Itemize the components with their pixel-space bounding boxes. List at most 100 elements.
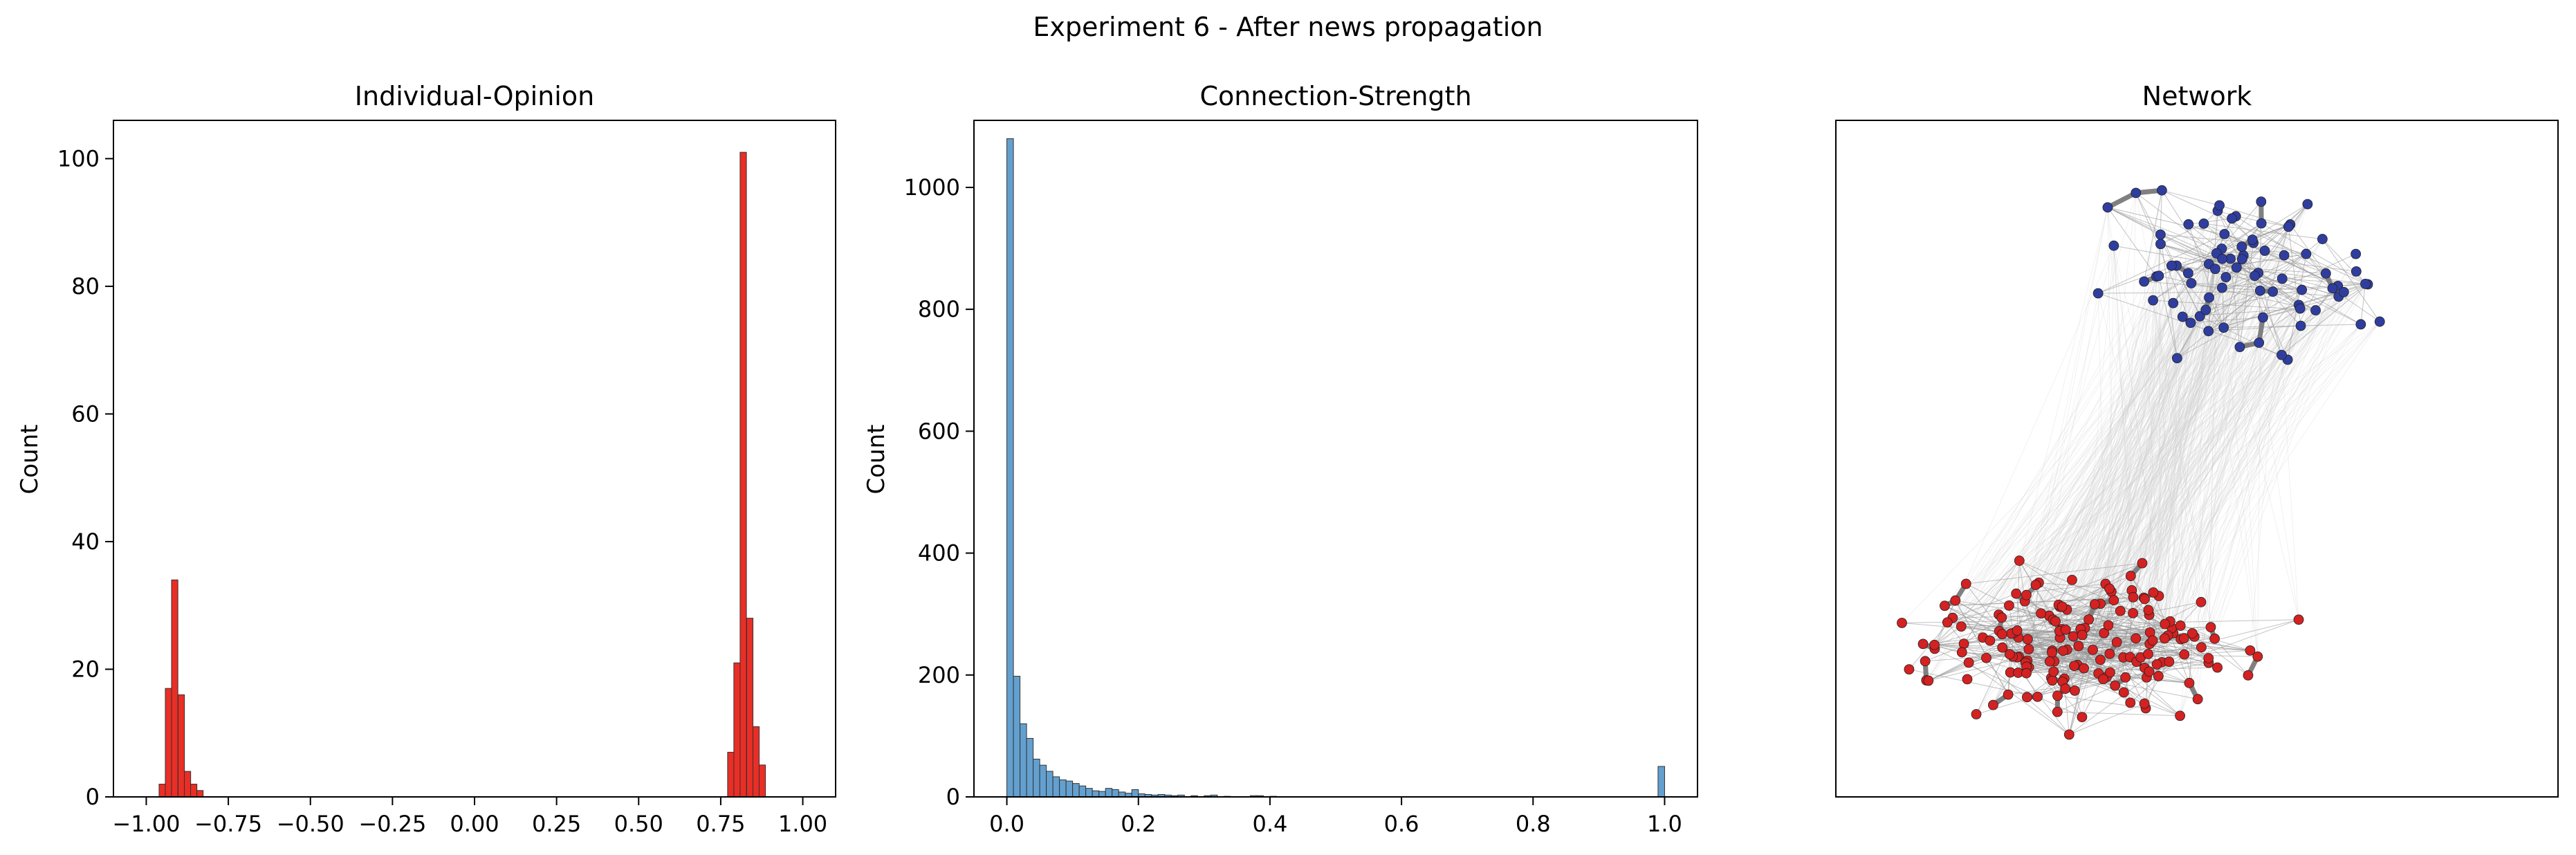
network-edge xyxy=(2144,190,2162,282)
network-cross-edge xyxy=(1952,268,2216,618)
network-node xyxy=(2153,671,2164,681)
p2-bar-16 xyxy=(1112,789,1119,798)
network-cross-edge xyxy=(2007,303,2174,695)
network-cross-edge xyxy=(2152,265,2172,641)
p1-ytick-label-5: 100 xyxy=(57,145,100,172)
network-cross-edge xyxy=(2167,321,2380,636)
network-cross-edge xyxy=(2039,290,2261,583)
network-node xyxy=(2030,580,2041,590)
network-edge xyxy=(2069,703,2145,735)
network-node xyxy=(2023,643,2034,654)
network-cross-edge xyxy=(2024,283,2192,602)
figure-suptitle: Experiment 6 - After news propagation xyxy=(1033,12,1543,42)
network-cross-edge xyxy=(2066,235,2161,650)
network-cross-edge xyxy=(1952,248,2223,618)
network-node xyxy=(2139,698,2150,709)
network-edge xyxy=(2064,678,2115,686)
network-edge xyxy=(2027,638,2145,668)
network-cross-edge xyxy=(2153,300,2211,627)
network-cross-edge xyxy=(1926,297,2209,681)
network-cross-edge xyxy=(2041,273,2326,614)
p1-bar-8 xyxy=(733,662,741,798)
network-cross-edge xyxy=(2156,248,2223,665)
network-node xyxy=(2160,618,2171,629)
network-node xyxy=(2212,662,2223,673)
network-cross-edge xyxy=(2149,223,2262,672)
network-cross-edge xyxy=(2049,315,2200,616)
network-node xyxy=(2171,353,2182,364)
network-cross-edge xyxy=(2208,304,2299,663)
network-edge xyxy=(1955,600,2251,651)
network-cross-edge xyxy=(2161,342,2260,663)
network-cross-edge xyxy=(2018,273,2189,657)
p1-bar-9 xyxy=(739,151,747,798)
p2-ytick-label-1: 200 xyxy=(918,662,960,688)
p2-bar-14 xyxy=(1098,791,1106,798)
network-node xyxy=(2350,266,2362,277)
network-edge xyxy=(2203,223,2299,306)
network-node xyxy=(2200,304,2211,315)
network-cross-edge xyxy=(2144,331,2209,599)
network-node xyxy=(2120,672,2131,683)
network-cross-edge xyxy=(2053,273,2259,672)
network-node xyxy=(2050,616,2061,627)
network-node xyxy=(2118,687,2129,698)
network-node xyxy=(2046,647,2057,658)
network-node xyxy=(1996,629,2007,640)
network-node xyxy=(2355,319,2366,330)
network-cross-edge xyxy=(2173,255,2244,634)
network-cross-edge xyxy=(2158,287,2223,677)
p1-ytick-label-2: 40 xyxy=(71,528,100,555)
p1-bar-2 xyxy=(171,579,178,798)
network-edge xyxy=(2290,224,2326,274)
network-cross-edge xyxy=(2109,273,2259,589)
network-cross-edge xyxy=(2153,283,2192,593)
network-node xyxy=(2227,213,2237,224)
network-cross-edge xyxy=(2133,284,2368,598)
network-edge xyxy=(2209,297,2225,328)
network-edge xyxy=(2261,223,2368,285)
network-node xyxy=(2258,312,2268,323)
network-node xyxy=(2143,649,2153,659)
network-edge xyxy=(1934,560,2020,645)
network-edge xyxy=(1908,669,2038,697)
network-cross-edge xyxy=(2142,277,2227,564)
p2-bar-6 xyxy=(1046,771,1054,798)
network-cross-edge xyxy=(1976,315,2200,715)
network-edge xyxy=(2001,562,2143,618)
network-cross-edge xyxy=(2072,277,2227,637)
network-node xyxy=(1950,595,1961,606)
p1-xtick-label-1: −0.75 xyxy=(194,811,262,837)
network-edge xyxy=(2115,562,2143,686)
network-node xyxy=(1904,664,1915,674)
network-cross-edge xyxy=(2149,273,2259,672)
network-cross-edge xyxy=(2123,325,2301,658)
network-cross-edge xyxy=(2136,286,2339,662)
network-node xyxy=(2044,656,2055,667)
network-node xyxy=(2088,645,2098,655)
network-node xyxy=(2175,710,2185,721)
network-edge xyxy=(2223,324,2361,329)
network-cross-edge xyxy=(2131,324,2362,591)
network-edge xyxy=(2119,610,2190,683)
network-node xyxy=(2131,187,2142,199)
network-node xyxy=(2032,691,2043,702)
network-node xyxy=(2069,661,2079,672)
network-cross-edge xyxy=(2081,250,2265,636)
network-node xyxy=(2048,666,2059,677)
p2-bar-8 xyxy=(1059,779,1067,798)
network-cross-edge xyxy=(2016,291,2273,594)
network-cross-edge xyxy=(2065,246,2243,630)
network-cross-edge xyxy=(2066,325,2301,610)
network-edge xyxy=(2052,591,2112,620)
network-cross-edge xyxy=(2210,355,2282,627)
network-node xyxy=(2184,677,2195,688)
network-cross-edge xyxy=(2072,310,2316,637)
p2-bar-9 xyxy=(1065,780,1074,798)
network-cross-edge xyxy=(2109,223,2262,589)
network-cross-edge xyxy=(2018,253,2217,673)
p1-ytick-label-4: 80 xyxy=(71,273,100,300)
network-cross-edge xyxy=(2146,273,2326,678)
p1-xtick-label-3: −0.25 xyxy=(358,811,426,837)
network-edge xyxy=(2229,259,2241,347)
